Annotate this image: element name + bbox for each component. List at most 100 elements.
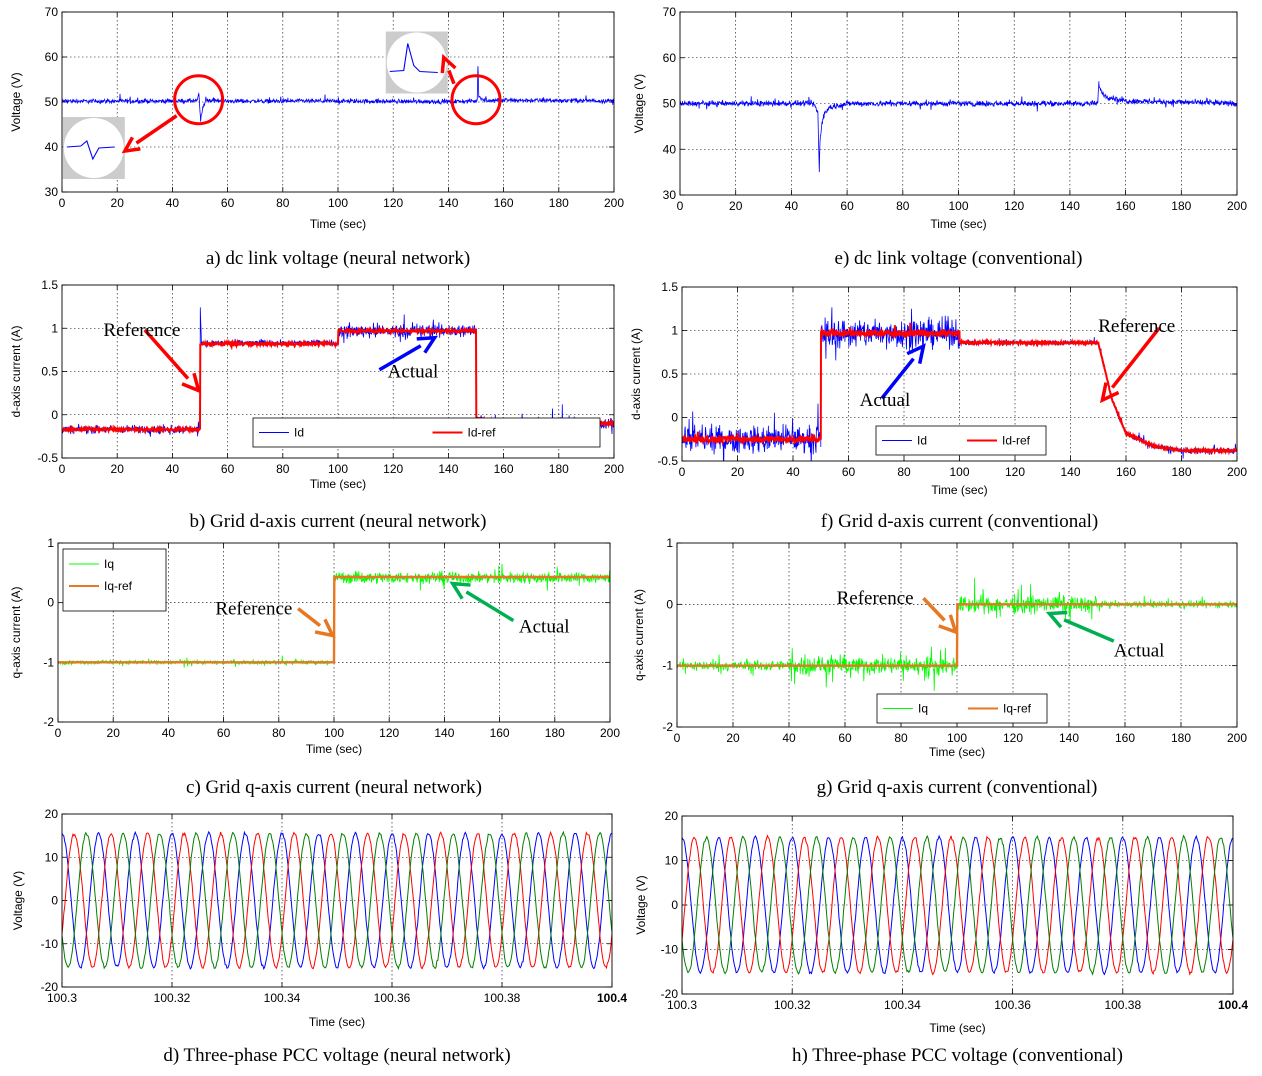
x-tick-label: 180 [549, 462, 569, 476]
x-tick-label: 20 [726, 731, 740, 745]
figure-caption: h) Three-phase PCC voltage (conventional… [792, 1045, 1123, 1066]
chart-d: 100.3 100.32 100.34 100.36 100.38 100.4 -20 -10… [11, 807, 627, 1066]
series-line-phase-a [62, 830, 612, 971]
y-tick-label: 1 [671, 324, 678, 338]
x-axis-title: Time (sec) [929, 745, 985, 759]
legend-box [875, 425, 1047, 456]
x-axis-title: Time (sec) [929, 1021, 985, 1035]
legend-label: Iq-ref [1003, 702, 1032, 716]
y-axis-title: Voltage (V) [9, 72, 23, 131]
series-line-id-ref [682, 322, 1237, 456]
y-axis-title: d-axis current (A) [9, 325, 23, 417]
zoom-inset-lens [386, 32, 447, 93]
x-tick-label: 20 [107, 726, 121, 740]
x-tick-label: 80 [896, 199, 910, 213]
plot-series [682, 834, 1233, 976]
plot-frame [681, 815, 1234, 995]
x-tick-label: 100 [947, 731, 967, 745]
x-tick-label: 20 [111, 196, 125, 210]
y-tick-label: -10 [41, 937, 59, 951]
y-tick-label: -0.5 [37, 451, 58, 465]
y-tick-label: 20 [45, 807, 59, 821]
series-line-phase-c [682, 834, 1233, 976]
y-tick-label: 10 [45, 850, 59, 864]
x-tick-label: 100.34 [264, 991, 301, 1005]
annotation-label: Reference [1098, 316, 1175, 337]
y-tick-label: -1 [43, 655, 54, 669]
annotation-arrow [880, 357, 915, 400]
x-tick-label: 0 [674, 731, 681, 745]
plot-area [682, 816, 1233, 994]
x-tick-label: 140 [1059, 731, 1079, 745]
y-axis-title: d-axis current (A) [629, 328, 643, 420]
x-tick-label: 100 [328, 196, 348, 210]
zoom-inset-trace [66, 140, 115, 161]
legend: Iq Iq-ref [62, 548, 167, 612]
chart-g: 0 20 40 60 80 100 120 140 160 180 200 -2 -1 0 1 Time (s… [632, 536, 1247, 798]
y-axis-title: q-axis current (A) [632, 589, 646, 681]
zoom-inset-lens [63, 118, 124, 178]
x-tick-label: 160 [1116, 199, 1136, 213]
y-axis-title: q-axis current (A) [9, 586, 23, 678]
figure-caption: f) Grid d-axis current (conventional) [821, 511, 1099, 532]
legend-label: Iq [104, 557, 114, 571]
chart-f: 0 20 40 60 80 100 120 140 160 180 200-0.500.511.5T… [629, 280, 1247, 532]
y-tick-label: 0 [51, 894, 58, 908]
x-tick-label: 180 [1171, 731, 1191, 745]
zoom-inset [62, 117, 125, 179]
annotation-label: Actual [1114, 640, 1165, 661]
plot-frame [57, 542, 611, 723]
y-tick-label: 40 [45, 140, 59, 154]
x-tick-label: 0 [677, 199, 684, 213]
legend-box [252, 417, 601, 448]
annotation-arrow [135, 114, 178, 145]
x-tick-label: 100.38 [484, 991, 521, 1005]
x-tick-label: 100.3 [667, 998, 697, 1012]
annotation-arrowhead [938, 614, 959, 635]
legend: Id Id-ref [875, 425, 1047, 456]
x-tick-label: 100.34 [884, 998, 921, 1012]
y-tick-label: 20 [665, 809, 679, 823]
plot-series [677, 577, 1237, 692]
annotation-label: Reference [837, 588, 914, 609]
zoom-inset-trace [389, 43, 438, 74]
figure-caption: e) dc link voltage (conventional) [835, 248, 1083, 269]
x-tick-label: 180 [1171, 465, 1191, 479]
x-tick-label: 60 [842, 465, 856, 479]
legend: Iq Iq-ref [876, 693, 1048, 724]
x-tick-label: 40 [786, 465, 800, 479]
x-tick-label: 80 [276, 196, 290, 210]
series-line-phase-a [682, 834, 1233, 976]
annotation-arrow [1063, 618, 1115, 643]
x-tick-label: 100.36 [374, 991, 411, 1005]
x-tick-label: 140 [438, 462, 458, 476]
annotation-arrowhead [181, 372, 202, 394]
y-tick-label: -1 [662, 659, 673, 673]
x-tick-label: 200 [1227, 199, 1247, 213]
x-tick-label: 180 [549, 196, 569, 210]
chart-c: 0 20 40 60 80 100 120 140 160 180 200 -2 -1 0 1 Time (s… [9, 536, 620, 798]
y-tick-label: -0.5 [657, 454, 678, 468]
x-axis-title: Time (sec) [309, 1015, 365, 1029]
y-tick-label: 30 [663, 188, 677, 202]
y-axis-title: Voltage (V) [632, 74, 646, 133]
x-tick-label: 0 [55, 726, 62, 740]
annotation-label: Actual [388, 362, 439, 383]
x-tick-label: 40 [166, 462, 180, 476]
x-axis-title: Time (sec) [310, 217, 366, 231]
y-tick-label: 0.5 [661, 367, 678, 381]
series-line-phase-c [62, 830, 612, 971]
x-tick-label: 100.4 [1218, 998, 1248, 1012]
x-tick-label: 180 [1171, 199, 1191, 213]
x-tick-label: 140 [434, 726, 454, 740]
plot-frame [61, 813, 613, 988]
x-tick-label: 100.4 [597, 991, 627, 1005]
x-tick-label: 40 [785, 199, 799, 213]
legend-label: Id [917, 434, 927, 448]
y-tick-label: 1.5 [41, 278, 58, 292]
x-tick-label: 100.3 [47, 991, 77, 1005]
y-tick-label: 0 [666, 597, 673, 611]
x-tick-label: 160 [490, 726, 510, 740]
chart-b: 0 20 40 60 80 100 120 140 160 180 200-0.500.511.5T… [9, 278, 624, 532]
x-tick-label: 100.32 [774, 998, 811, 1012]
